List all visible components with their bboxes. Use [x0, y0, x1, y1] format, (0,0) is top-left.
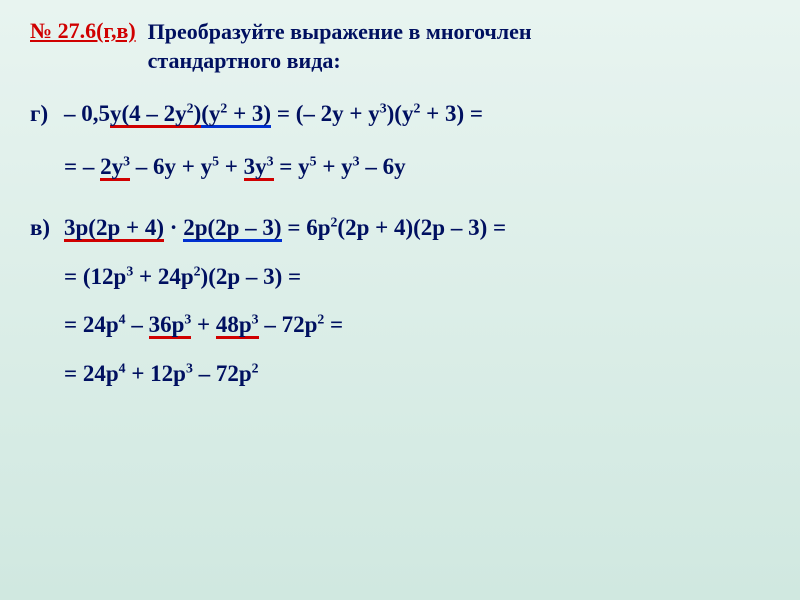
g1-eq: =: [271, 101, 296, 126]
part-g-line2: = – 2y3 – 6y + y5 + 3y3 = y5 + y3 – 6y: [30, 154, 770, 181]
part-v-line4: = 24p4 + 12p3 – 72p2: [30, 361, 770, 387]
g2-term1-red: 2y3: [100, 156, 130, 181]
g1-red-underline: y(4 – 2y2): [110, 103, 201, 128]
v4-text: = 24p4 + 12p3 – 72p2: [64, 361, 259, 386]
part-g-label: г): [30, 101, 64, 127]
g2-eq: =: [274, 154, 299, 179]
v3-mid: +: [191, 312, 216, 337]
g2-term2-red: 3y3: [244, 156, 274, 181]
task-line2: стандартного вида:: [148, 48, 341, 73]
v3-term1-red: 36p3: [149, 314, 192, 339]
task-text: Преобразуйте выражение в многочлен станд…: [148, 18, 532, 75]
v3-pre: = 24p4 –: [64, 312, 149, 337]
task-line1: Преобразуйте выражение в многочлен: [148, 19, 532, 44]
g2-mid: – 6y + y5 +: [130, 154, 244, 179]
v1-dot: ·: [164, 215, 183, 240]
problem-number: № 27.6(г,в): [30, 18, 136, 44]
v1-eq: =: [282, 215, 307, 240]
v1-red-underline: 3p(2p + 4): [64, 217, 164, 242]
g2-result: y5 + y3 – 6y: [298, 154, 405, 179]
part-v-line1: в)3p(2p + 4) · 2p(2p – 3) = 6p2(2p + 4)(…: [30, 215, 770, 242]
part-v-line2: = (12p3 + 24p2)(2p – 3) =: [30, 264, 770, 290]
v3-term2-red: 48p3: [216, 314, 259, 339]
part-v-label: в): [30, 215, 64, 241]
v1-blue-underline: 2p(2p – 3): [183, 217, 281, 242]
g1-rhs: (– 2y + y3)(y2 + 3) =: [296, 101, 483, 126]
v3-post: – 72p2 =: [259, 312, 344, 337]
v1-rhs: 6p2(2p + 4)(2p – 3) =: [306, 215, 506, 240]
g1-plain: – 0,5: [64, 101, 110, 126]
part-v-line3: = 24p4 – 36p3 + 48p3 – 72p2 =: [30, 312, 770, 339]
v2-text: = (12p3 + 24p2)(2p – 3) =: [64, 264, 301, 289]
part-g-line1: г)– 0,5y(4 – 2y2)(y2 + 3) = (– 2y + y3)(…: [30, 101, 770, 128]
g1-blue-underline: (y2 + 3): [201, 103, 271, 128]
g2-lead: = –: [64, 154, 100, 179]
